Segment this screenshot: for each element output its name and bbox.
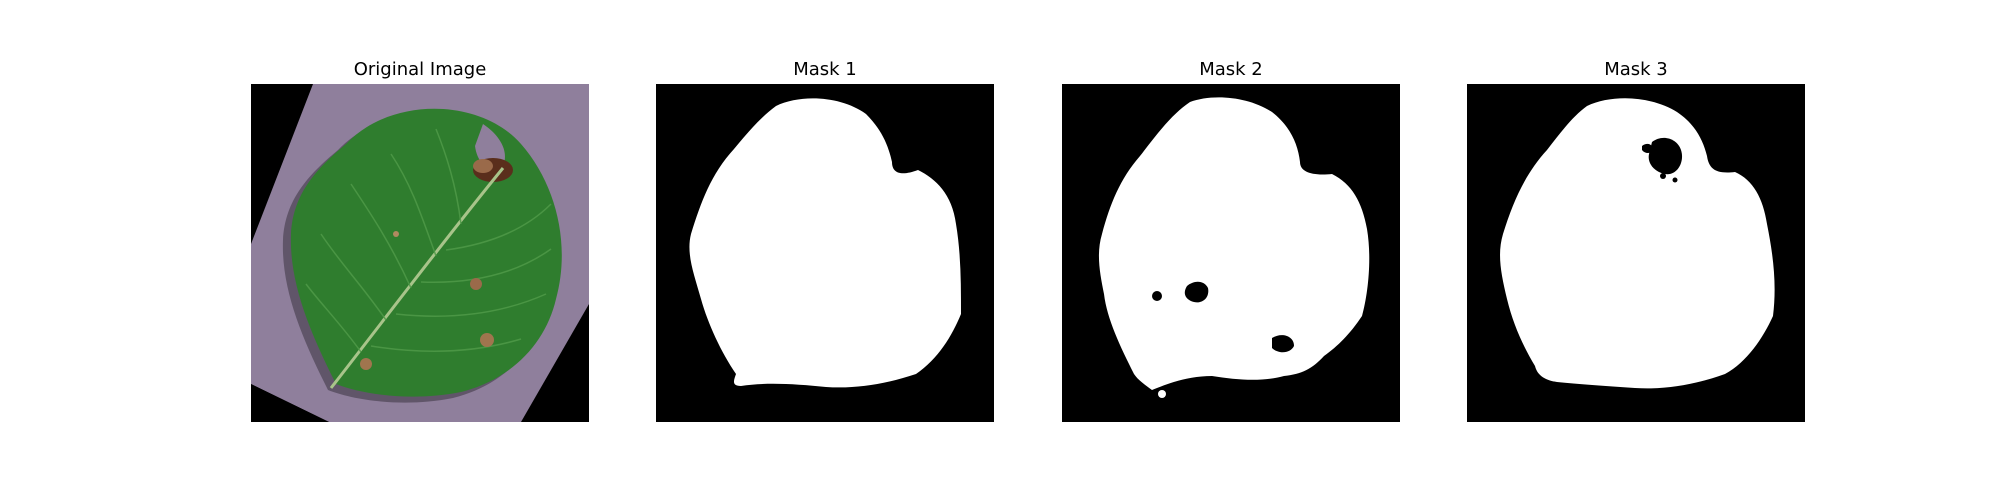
panel-title-mask-3: Mask 3 <box>1604 59 1668 80</box>
panel-title-mask-2: Mask 2 <box>1199 59 1263 80</box>
leaf-photo <box>251 84 589 422</box>
original-image-panel <box>251 84 589 422</box>
leaf-mask <box>1467 84 1805 422</box>
mask-3-panel <box>1467 84 1805 422</box>
panel-title-mask-1: Mask 1 <box>793 59 857 80</box>
leaf-mask <box>656 84 994 422</box>
leaf-mask <box>1062 84 1400 422</box>
panel-title-original: Original Image <box>353 59 487 80</box>
mask-2-panel <box>1062 84 1400 422</box>
mask-1-panel <box>656 84 994 422</box>
